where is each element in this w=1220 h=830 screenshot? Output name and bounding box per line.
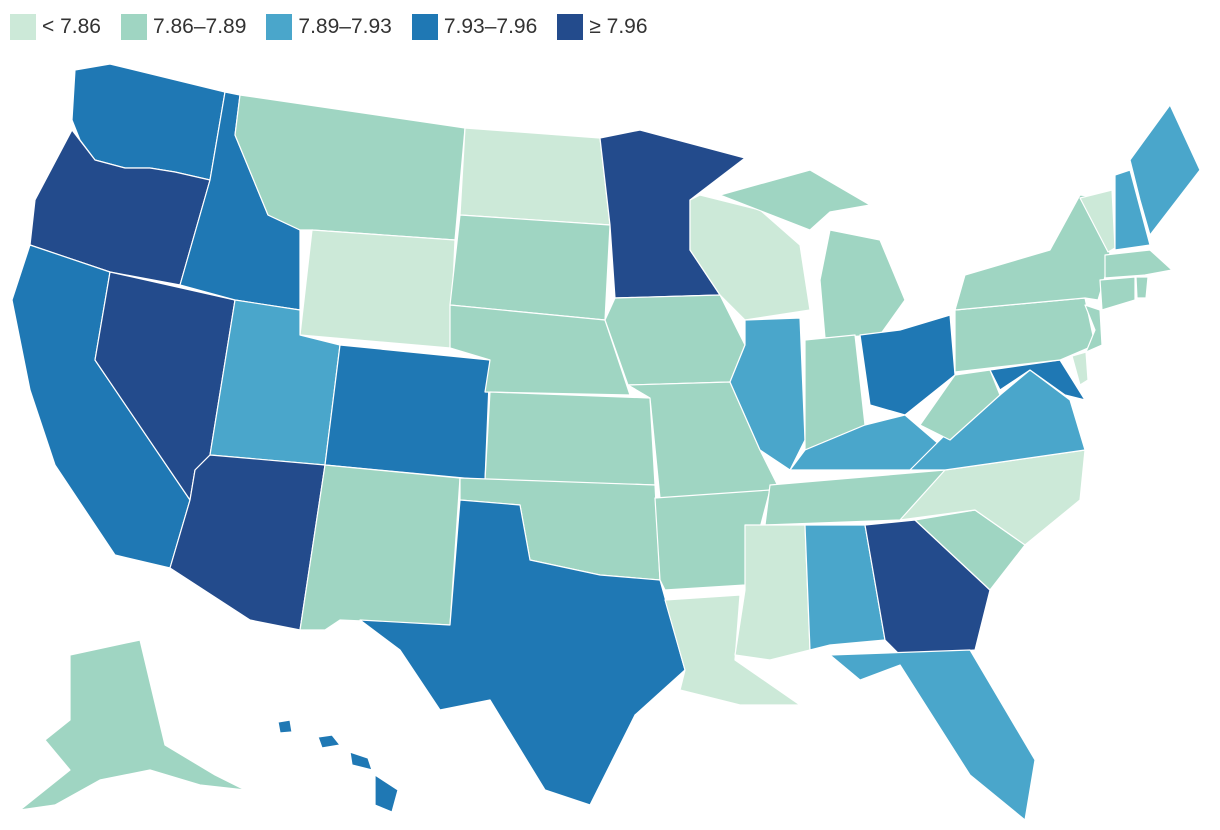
state-alabama[interactable] [804,524,886,651]
legend-label-1: < 7.86 [42,15,101,38]
state-florida[interactable] [829,649,1036,821]
state-arizona[interactable] [169,454,326,631]
map-legend: < 7.86 7.86–7.89 7.89–7.93 7.93–7.96 ≥ 7… [10,14,668,40]
legend-swatch-2 [120,14,147,40]
state-maine[interactable] [1129,104,1201,236]
state-north-dakota[interactable] [459,127,611,226]
state-hawaii[interactable] [277,719,399,813]
legend-item-2: 7.86–7.89 [120,14,247,40]
legend-item-3: 7.89–7.93 [266,14,392,40]
state-louisiana[interactable] [664,594,801,706]
legend-swatch-5 [557,14,584,40]
legend-item-4: 7.93–7.96 [411,14,538,40]
state-delaware[interactable] [1071,351,1089,386]
legend-swatch-4 [411,14,438,40]
state-illinois[interactable] [729,317,806,471]
state-alaska[interactable] [19,639,246,811]
state-kansas[interactable] [484,391,656,486]
legend-label-4: 7.93–7.96 [443,15,538,38]
state-massachusetts[interactable] [1104,249,1173,279]
legend-label-3: 7.89–7.93 [298,15,392,38]
state-new-jersey[interactable] [1084,304,1103,353]
state-west-virginia[interactable] [919,369,1001,441]
legend-label-5: ≥ 7.96 [589,15,648,38]
state-arkansas[interactable] [654,489,771,591]
state-wyoming[interactable] [299,229,456,349]
legend-item-1: < 7.86 [10,14,101,40]
legend-label-2: 7.86–7.89 [152,15,247,38]
state-mississippi[interactable] [734,524,811,661]
state-new-hampshire[interactable] [1114,169,1151,251]
state-iowa[interactable] [604,294,746,386]
legend-item-5: ≥ 7.96 [557,14,648,40]
state-rhode-island[interactable] [1135,276,1149,299]
state-south-dakota[interactable] [449,214,611,321]
state-texas[interactable] [359,499,686,806]
legend-swatch-1 [10,14,36,40]
state-connecticut[interactable] [1099,276,1136,311]
legend-swatch-3 [266,14,293,40]
state-colorado[interactable] [324,344,491,481]
state-new-mexico[interactable] [299,464,461,631]
